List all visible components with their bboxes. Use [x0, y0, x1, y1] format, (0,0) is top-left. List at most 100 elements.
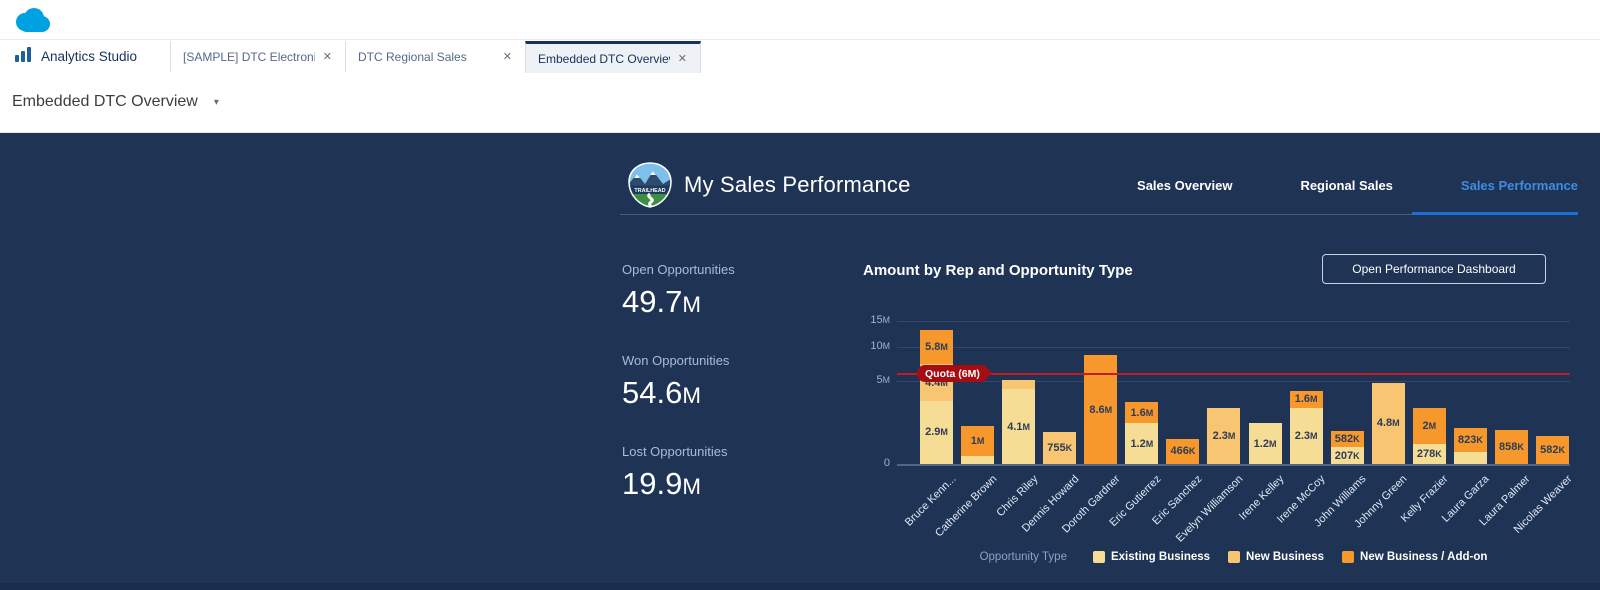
bar-value-label: 1.2M: [1253, 437, 1277, 450]
tab-sample-dtc-electronics[interactable]: [SAMPLE] DTC Electronics S... ✕: [170, 41, 345, 72]
bar-value-label: 207K: [1334, 449, 1360, 462]
bar-segment-existing[interactable]: [961, 455, 995, 464]
nav-item-regional-sales[interactable]: Regional Sales: [1300, 178, 1393, 193]
bar-value-label: 755K: [1047, 441, 1073, 454]
bar-segment-new_business[interactable]: 755K: [1043, 431, 1077, 464]
open-performance-dashboard-button[interactable]: Open Performance Dashboard: [1322, 254, 1546, 284]
bar-value-label: 5.8M: [925, 341, 948, 354]
close-icon[interactable]: ✕: [322, 51, 332, 63]
close-icon[interactable]: ✕: [502, 51, 512, 63]
bar-value-label: 278K: [1416, 448, 1442, 461]
legend-item-new_business[interactable]: New Business: [1228, 551, 1324, 563]
tab-label: [SAMPLE] DTC Electronics S...: [183, 49, 315, 64]
bar-segment-new_business[interactable]: 4.8M: [1371, 382, 1405, 464]
home-tab-analytics-studio[interactable]: Analytics Studio: [0, 41, 170, 72]
bar-value-label: 823K: [1457, 434, 1483, 447]
bar-segment-existing[interactable]: 278K: [1412, 444, 1446, 464]
bar-value-label: 858K: [1499, 440, 1524, 453]
bar-segment-add_on[interactable]: 582K: [1536, 435, 1570, 464]
quota-label: Quota (6M): [925, 367, 980, 380]
gridline: [897, 381, 1570, 382]
bar-value-label: 2.3M: [1212, 429, 1236, 442]
kpi-lost-opportunities: Lost Opportunities 19.9M: [622, 444, 852, 502]
tab-label: DTC Regional Sales: [358, 49, 467, 64]
bar-value-label: 2.9M: [925, 426, 948, 439]
bar-segment-add_on[interactable]: 1M: [961, 426, 995, 456]
bar-value-label: 582K: [1334, 433, 1360, 446]
y-axis-tick-label: 10M: [870, 340, 890, 352]
legend-label: New Business / Add-on: [1360, 551, 1488, 563]
salesforce-cloud-icon[interactable]: [12, 7, 52, 40]
bar-segment-existing[interactable]: [1453, 452, 1487, 464]
bottom-strip: [0, 583, 1600, 590]
bar-segment-existing[interactable]: 2.9M: [920, 400, 953, 464]
legend-swatch: [1092, 551, 1105, 563]
kpi-label: Open Opportunities: [622, 262, 735, 277]
bar-segment-add_on[interactable]: 8.6M: [1084, 355, 1118, 464]
svg-text:TRAILHEAD: TRAILHEAD: [634, 188, 665, 194]
close-icon[interactable]: ✕: [677, 53, 687, 65]
bar-segment-add_on[interactable]: 466K: [1166, 438, 1200, 464]
tab-dtc-regional-sales[interactable]: DTC Regional Sales ✕: [345, 41, 525, 72]
nav-item-sales-overview[interactable]: Sales Overview: [1137, 178, 1233, 193]
kpi-label: Lost Opportunities: [622, 444, 728, 459]
header-divider: [620, 214, 1578, 215]
nav-item-sales-performance[interactable]: Sales Performance: [1460, 178, 1578, 193]
bar-value-label: 8.6M: [1089, 403, 1113, 416]
gridline: [897, 347, 1570, 348]
bar-chart-icon: [14, 45, 32, 68]
bar-value-label: 4.1M: [1007, 420, 1031, 433]
dashboard-canvas: TRAILHEAD My Sales Performance Sales Ove…: [0, 133, 1600, 590]
bar-value-label: 1.2M: [1130, 437, 1154, 450]
chevron-down-icon: ▾: [213, 96, 219, 108]
chart-title: Amount by Rep and Opportunity Type: [863, 262, 1133, 279]
kpi-value: 54.6M: [622, 375, 701, 410]
quota-line: [897, 373, 1570, 375]
bar-value-label: 466K: [1170, 445, 1196, 458]
legend-item-existing[interactable]: Existing Business: [1092, 551, 1210, 563]
home-tab-label: Analytics Studio: [41, 49, 138, 64]
legend-title: Opportunity Type: [979, 551, 1067, 563]
tab-bar: Analytics Studio [SAMPLE] DTC Electronic…: [0, 41, 1600, 116]
bar-segment-add_on[interactable]: 582K: [1330, 431, 1364, 448]
kpi-won-opportunities: Won Opportunities 54.6M: [622, 353, 852, 411]
active-nav-underline: [1412, 212, 1578, 215]
gridline: [897, 321, 1570, 322]
asset-title: Embedded DTC Overview: [12, 93, 198, 110]
bar-segment-existing[interactable]: 1.2M: [1125, 423, 1159, 464]
bar-segment-add_on[interactable]: 1.6M: [1125, 402, 1159, 424]
y-axis-tick-label: 0: [883, 457, 890, 469]
bar-segment-add_on[interactable]: 2M: [1412, 408, 1446, 445]
kpi-value: 49.7M: [622, 284, 701, 319]
chart-legend: Opportunity Type Existing Business New Bu…: [897, 551, 1570, 563]
kpi-label: Won Opportunities: [622, 353, 730, 368]
bar-segment-new_business[interactable]: 2.3M: [1207, 407, 1241, 464]
legend-items: Existing Business New Business New Busines…: [1092, 551, 1487, 563]
legend-swatch: [1228, 551, 1241, 563]
bar-value-label: 4.8M: [1376, 417, 1400, 430]
bar-segment-existing[interactable]: 1.2M: [1248, 423, 1282, 464]
bar-segment-add_on[interactable]: 5.8M: [920, 330, 953, 365]
bar-segment-existing[interactable]: 2.3M: [1289, 407, 1323, 464]
top-bar: [0, 0, 1600, 40]
bar-value-label: 582K: [1540, 443, 1565, 456]
legend-label: New Business: [1246, 551, 1325, 563]
bar-segment-existing[interactable]: 207K: [1330, 447, 1364, 464]
bar-segment-add_on[interactable]: 1.6M: [1289, 390, 1323, 408]
asset-title-dropdown[interactable]: Embedded DTC Overview ▾: [12, 93, 219, 111]
kpi-value: 19.9M: [622, 466, 701, 501]
bar-value-label: 2.3M: [1294, 429, 1318, 442]
bar-segment-new_business[interactable]: [1002, 380, 1036, 390]
bar-segment-existing[interactable]: 4.1M: [1002, 389, 1036, 464]
quota-badge-arrow: [983, 365, 992, 381]
dashboard-nav: Sales Overview Regional Sales Sales Perf…: [1137, 178, 1578, 193]
bar-value-label: 1M: [970, 434, 985, 447]
tab-embedded-dtc-overview[interactable]: Embedded DTC Overview ✕: [525, 41, 701, 73]
bar-value-label: 1.6M: [1294, 393, 1318, 406]
bar-segment-add_on[interactable]: 858K: [1494, 429, 1528, 464]
y-axis-tick-label: 15M: [870, 314, 890, 326]
tab-label: Embedded DTC Overview: [538, 51, 670, 66]
bar-segment-add_on[interactable]: 823K: [1453, 428, 1487, 453]
asset-header: Embedded DTC Overview ▾: [0, 75, 1600, 133]
legend-item-add_on[interactable]: New Business / Add-on: [1342, 551, 1487, 563]
